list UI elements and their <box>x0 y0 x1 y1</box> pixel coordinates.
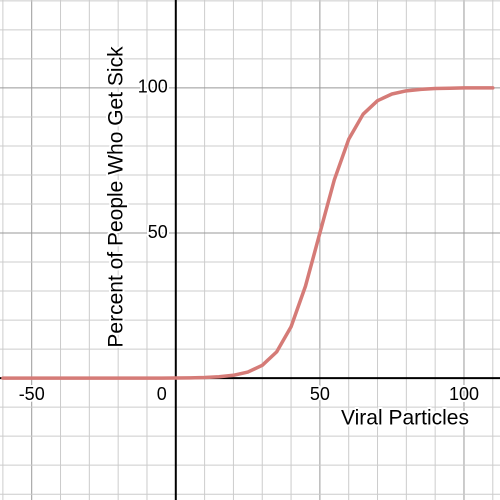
plot-area <box>1 86 495 380</box>
x-tick-label: 100 <box>449 384 479 404</box>
curve <box>1 86 495 380</box>
x-tick-label: -50 <box>19 384 45 404</box>
y-tick-label: 100 <box>138 77 168 97</box>
x-tick-label: 0 <box>157 384 167 404</box>
y-tick-label: 50 <box>148 222 168 242</box>
y-axis-label: Percent of People Who Get Sick <box>105 46 128 348</box>
x-axis-label: Viral Particles <box>341 407 469 430</box>
x-tick-label: 50 <box>310 384 330 404</box>
labels: Viral Particles Percent of People Who Ge… <box>17 44 481 432</box>
